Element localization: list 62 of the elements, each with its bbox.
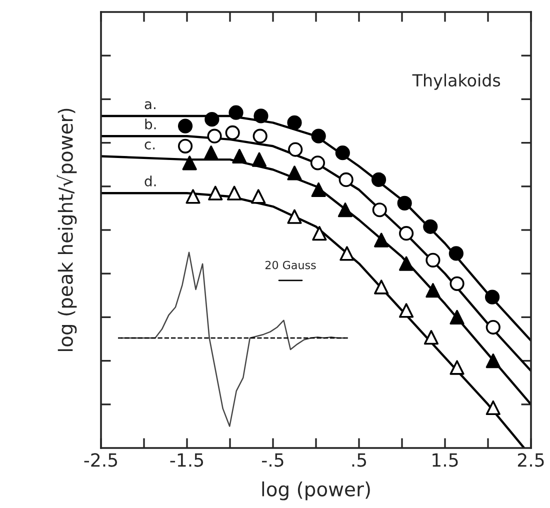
point [178,118,193,134]
point [287,115,302,130]
point [486,353,500,368]
point [338,172,354,187]
series-label: a. [144,101,156,110]
point [178,138,193,154]
point [311,128,326,144]
point [182,156,197,170]
point [338,202,353,218]
point [448,246,464,261]
point [186,189,200,204]
point [450,310,464,325]
point [398,226,414,241]
point [204,146,218,160]
x-tick-label: -1.5 [170,453,204,467]
series-label: c. [144,142,155,150]
point [486,400,500,416]
x-tick-label: .5 [352,453,366,467]
point [426,252,440,268]
point [398,256,414,271]
point [374,280,389,294]
y-axis-title: log (peak height/√power) [56,108,77,352]
point [398,303,414,318]
point [288,142,303,157]
point [226,186,242,200]
x-tick-label: -2.5 [84,453,118,467]
point [335,146,350,160]
point [232,148,247,164]
point [372,202,387,218]
series-label: b. [145,118,156,130]
point [426,283,440,298]
x-tick-label: 1.5 [432,453,458,467]
point [397,196,412,210]
point [310,156,326,170]
point [340,246,354,261]
point [450,360,464,375]
point [311,182,326,198]
point [450,276,464,291]
point [423,219,438,234]
x-tick-label: 2.5 [518,453,544,467]
point [204,112,220,127]
point [208,186,223,200]
point [207,128,222,144]
x-axis-title: log (power) [262,481,370,500]
point [374,232,389,248]
annotation: 20 Gauss [265,260,316,270]
point [225,125,240,140]
point [287,166,302,180]
point [371,172,386,187]
point [287,209,302,224]
text: Thylakoids [412,74,500,90]
point [228,105,244,120]
point [252,128,268,144]
x-tick-label: -.5 [262,453,284,467]
point [486,320,500,335]
point [484,290,500,304]
point [252,152,267,167]
point [312,226,327,241]
series-label: d. [144,176,156,186]
point [251,189,266,204]
point [424,330,439,345]
point [254,108,268,124]
